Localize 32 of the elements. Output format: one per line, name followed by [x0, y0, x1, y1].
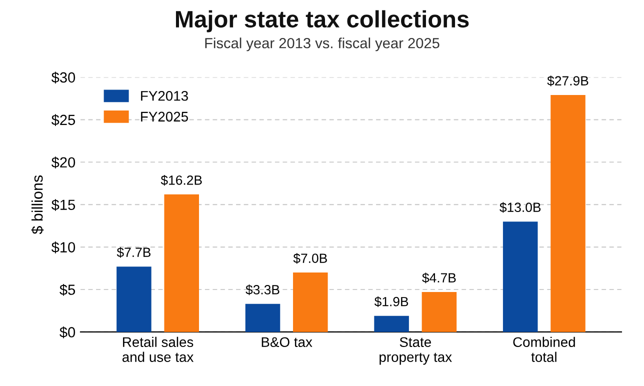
legend-label: FY2025	[141, 112, 188, 122]
y-tick-label: $0	[60, 326, 76, 338]
chart-subtitle: Fiscal year 2013 vs. fiscal year 2025	[205, 38, 440, 52]
bar	[550, 95, 586, 332]
data-label: $7.7B	[116, 247, 150, 258]
x-tick-label: Combined total	[513, 336, 575, 362]
y-tick-label: $25	[51, 114, 76, 126]
data-label: $1.9B	[374, 296, 408, 308]
data-label: $3.3B	[246, 284, 280, 296]
y-axis-title: $ billions	[31, 175, 44, 234]
bar	[422, 292, 457, 332]
legend-label: FY2013	[141, 90, 188, 101]
bar	[293, 272, 328, 332]
data-label: $27.9B	[547, 76, 588, 86]
data-label: $7.0B	[293, 253, 327, 264]
y-tick-label: $10	[51, 242, 76, 254]
y-tick-label: $15	[51, 199, 76, 211]
data-label: $4.7B	[422, 272, 456, 284]
x-tick-label: B&O tax	[262, 337, 312, 348]
data-label: $16.2B	[160, 174, 202, 186]
bar	[164, 194, 199, 332]
bar	[374, 316, 409, 332]
x-tick-label: Retail sales and use tax	[122, 336, 194, 362]
x-tick-label: State property tax	[380, 337, 452, 365]
y-tick-label: $30	[51, 72, 76, 84]
y-tick-label: $20	[51, 156, 76, 168]
data-label: $13.0B	[500, 202, 541, 213]
bar	[502, 222, 538, 332]
chart-title: Major state tax collections	[176, 10, 469, 32]
bar	[116, 266, 152, 332]
y-tick-label: $5	[60, 284, 76, 296]
bar	[245, 304, 280, 332]
